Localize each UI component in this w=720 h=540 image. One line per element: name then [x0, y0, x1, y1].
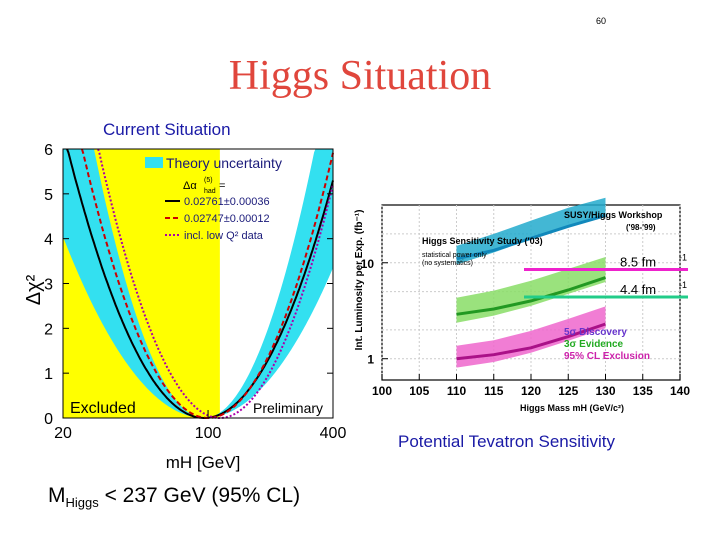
sensitivity-curve	[456, 322, 606, 361]
preliminary-label: Preliminary	[253, 400, 323, 416]
x-tick-label: 400	[320, 425, 347, 442]
y-axis-label: Int. Luminosity per Exp. (fb⁻¹)	[354, 210, 365, 351]
y-axis-label: Δχ²	[23, 274, 45, 305]
y-tick-label: 4	[44, 232, 53, 249]
mass-limit-prefix: M	[48, 484, 66, 507]
excluded-label: Excluded	[70, 400, 136, 417]
study-note: statistical power only	[422, 252, 487, 259]
x-tick-label: 105	[409, 384, 429, 398]
legend-label: 0.02761±0.00036	[184, 196, 270, 208]
legend-band-swatch	[145, 157, 163, 168]
y-tick-label: 1	[367, 353, 374, 367]
x-tick-label: 130	[595, 384, 615, 398]
mass-limit-rest: < 237 GeV (95% CL)	[98, 484, 301, 507]
reference-label-sup: -1	[679, 253, 687, 263]
theory-uncertainty-band	[63, 149, 333, 418]
y-tick-label: 2	[44, 321, 53, 338]
y-tick-label: 5	[44, 187, 53, 204]
x-tick-label: 115	[484, 384, 504, 398]
legend-label: 3σ Evidence	[564, 339, 624, 350]
x-tick-label: 125	[558, 384, 578, 398]
y-tick-label: 10	[361, 257, 375, 271]
legend-label: incl. low Q² data	[184, 230, 264, 242]
x-axis-label: mH [GeV]	[166, 453, 241, 472]
tevatron-caption: Potential Tevatron Sensitivity	[398, 432, 616, 451]
chi2-chart: 0 1 2 3 4 5 6 20 100 400 Δχ² mH [GeV] Excluded Prelim…	[23, 142, 347, 472]
y-tick-label: 1	[44, 366, 53, 383]
reference-label: 8.5 fm	[620, 255, 656, 270]
workshop-label: SUSY/Higgs Workshop	[564, 210, 663, 220]
slide-title: Higgs Situation	[228, 53, 492, 99]
y-tick-label: 3	[44, 277, 53, 294]
reference-label: 4.4 fm	[620, 282, 656, 297]
sensitivity-band	[456, 197, 606, 265]
study-label: Higgs Sensitivity Study ('03)	[422, 236, 543, 246]
page-number: 60	[596, 16, 607, 26]
sensitivity-band	[456, 306, 606, 368]
x-tick-label: 100	[195, 425, 222, 442]
x-tick-label: 140	[670, 384, 690, 398]
legend-alpha-label: Δα	[183, 180, 197, 192]
sensitivity-band	[456, 257, 606, 323]
sensitivity-curve	[456, 276, 606, 316]
y-tick-label: 0	[44, 411, 53, 428]
x-tick-label: 100	[372, 384, 392, 398]
y-tick-label: 6	[44, 142, 53, 159]
reference-label-sup: -1	[679, 280, 687, 290]
higgs-mass-limit: MHiggs < 237 GeV (95% CL)	[48, 484, 300, 510]
mass-limit-sub: Higgs	[65, 495, 99, 511]
legend-alpha-sup: (5)	[204, 177, 213, 184]
x-axis-label: Higgs Mass mH (GeV/c²)	[520, 403, 624, 413]
legend-band-label: Theory uncertainty	[166, 155, 282, 171]
x-tick-label: 135	[633, 384, 653, 398]
sensitivity-curve	[456, 214, 606, 261]
legend-label: 0.02747±0.00012	[184, 213, 270, 225]
current-situation-label: Current Situation	[103, 120, 231, 139]
x-tick-label: 120	[521, 384, 541, 398]
legend-alpha-eq: =	[219, 180, 225, 192]
legend-alpha-sub: had	[204, 188, 216, 195]
legend-label: 5σ Discovery	[564, 327, 627, 338]
workshop-years: ('98-'99)	[626, 223, 656, 232]
x-tick-label: 110	[447, 384, 467, 398]
study-note: (no systematics)	[422, 260, 473, 267]
legend-label: 95% CL Exclusion	[564, 351, 650, 362]
x-tick-label: 20	[54, 425, 72, 442]
